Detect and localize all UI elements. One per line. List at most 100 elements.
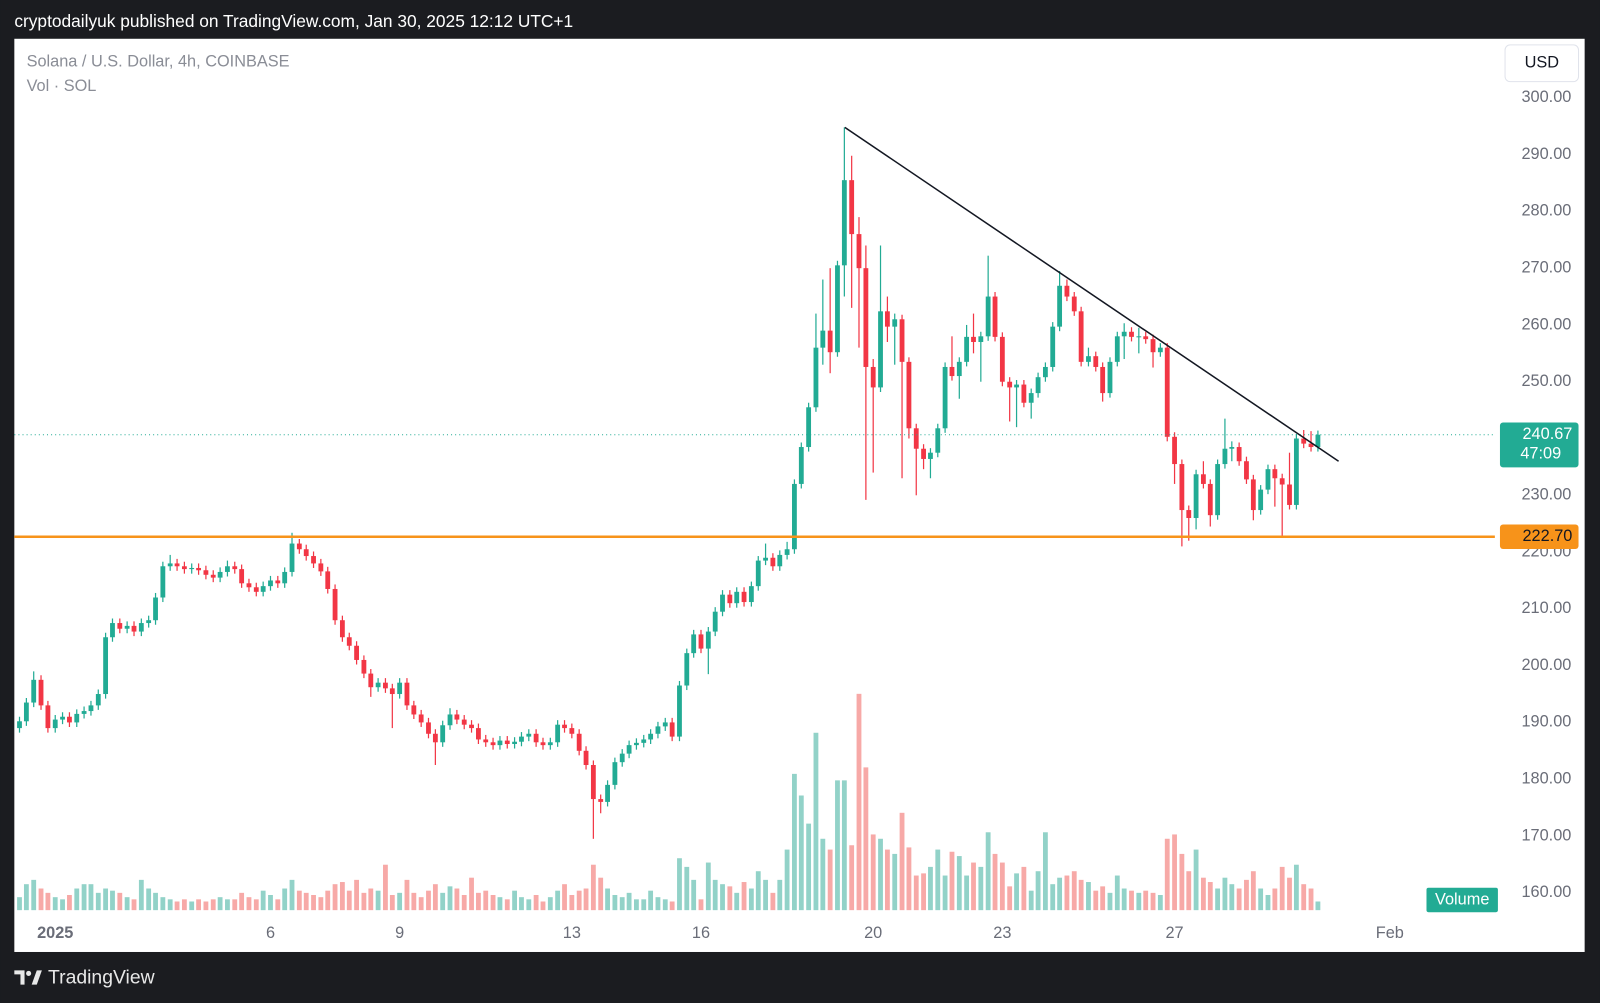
candle-body (734, 591, 740, 604)
brand: TradingView (48, 967, 156, 989)
candle-body (562, 724, 567, 729)
candle-body (225, 566, 230, 572)
candle-body (318, 563, 324, 572)
volume-bar (1215, 888, 1221, 911)
volume-bar (820, 838, 826, 911)
volume-bar (734, 892, 740, 911)
volume-bar (555, 890, 561, 911)
candle-body (67, 716, 72, 723)
volume-bar (67, 895, 72, 911)
volume-badge: Volume (1435, 890, 1489, 908)
volume-bar (60, 899, 65, 911)
candle-body (1014, 384, 1019, 388)
volume-bar (146, 888, 152, 911)
candle-body (447, 714, 453, 726)
volume-bar (1244, 879, 1249, 911)
volume-bar (1258, 888, 1264, 911)
candle-body (461, 719, 467, 725)
y-tick-label: 290.00 (1521, 145, 1571, 163)
y-tick-label: 250.00 (1521, 372, 1571, 390)
volume-bar (705, 862, 711, 911)
candle-body (999, 336, 1005, 382)
candle-body (813, 347, 819, 408)
candle-body (110, 623, 115, 638)
candle-body (748, 586, 754, 603)
candle-body (1272, 469, 1278, 479)
x-tick-label: 27 (1165, 924, 1183, 942)
volume-bar (117, 892, 123, 911)
volume-bar (1035, 871, 1041, 911)
volume-bar (921, 873, 926, 911)
volume-bar (232, 899, 238, 911)
volume-bar (1121, 888, 1127, 911)
volume-bar (1207, 882, 1213, 911)
candle-body (282, 571, 288, 584)
candle-body (167, 563, 173, 567)
candle-body (870, 366, 876, 388)
candle-body (1121, 331, 1127, 337)
candle-body (612, 762, 618, 785)
volume-bar (181, 899, 187, 911)
volume-bar (698, 899, 704, 911)
volume-bar (196, 899, 202, 911)
candle-body (454, 714, 460, 720)
y-tick-label: 180.00 (1521, 770, 1571, 788)
candle-body (942, 366, 948, 429)
candle-body (418, 714, 424, 723)
candle-body (992, 296, 998, 337)
y-tick-label: 210.00 (1521, 599, 1571, 617)
candle-body (1279, 478, 1285, 485)
volume-bar (483, 890, 489, 911)
candle-body (605, 784, 610, 802)
volume-bar (447, 886, 453, 911)
volume-bar (677, 858, 682, 911)
volume-badge-box (1426, 887, 1498, 913)
volume-bar (562, 884, 567, 911)
symbol-legend: Solana / U.S. Dollar, 4h, COINBASE (27, 53, 290, 71)
volume-bar (361, 892, 367, 911)
candle-body (698, 634, 704, 649)
candle-body (203, 570, 209, 575)
candle-body (1293, 438, 1299, 505)
candle-body (712, 611, 718, 632)
volume-bar (411, 892, 417, 911)
volume-bar (217, 897, 223, 911)
candle-body (1007, 381, 1013, 388)
last-price-label: 240.67 (1522, 425, 1572, 443)
volume-bar (741, 882, 747, 911)
volume-bar (720, 884, 725, 911)
currency[interactable]: USD (1525, 54, 1559, 72)
volume-bar (17, 897, 22, 911)
volume-bar (88, 884, 94, 911)
candle-body (1078, 311, 1084, 362)
volume-bar (878, 838, 883, 911)
volume-bar (1279, 866, 1285, 911)
volume-bar (504, 899, 510, 911)
volume-bar (777, 879, 783, 911)
volume-bar (892, 853, 898, 911)
volume-bar (985, 832, 991, 911)
volume-bar (296, 890, 302, 911)
candle-body (1244, 461, 1249, 480)
volume-bar (928, 866, 933, 911)
x-tick-label: 2025 (37, 924, 73, 942)
volume-bar (38, 888, 44, 911)
candle-body (841, 180, 847, 266)
candle-body (17, 721, 22, 729)
volume-bar (856, 693, 862, 911)
volume-bar (576, 890, 582, 911)
candle-body (964, 336, 970, 362)
candle-body (332, 588, 338, 621)
currency-box[interactable] (1504, 44, 1580, 83)
volume-bar (1042, 832, 1048, 911)
candle-body (1157, 347, 1163, 353)
candle-body (1114, 336, 1120, 362)
candle-body (655, 726, 661, 734)
candle-body (1164, 347, 1170, 437)
candle-body (1028, 393, 1034, 403)
volume-bar (282, 888, 288, 911)
volume-bar (655, 897, 661, 911)
volume-bar (712, 879, 718, 911)
candle-body (892, 319, 898, 327)
candle-body (325, 571, 331, 589)
